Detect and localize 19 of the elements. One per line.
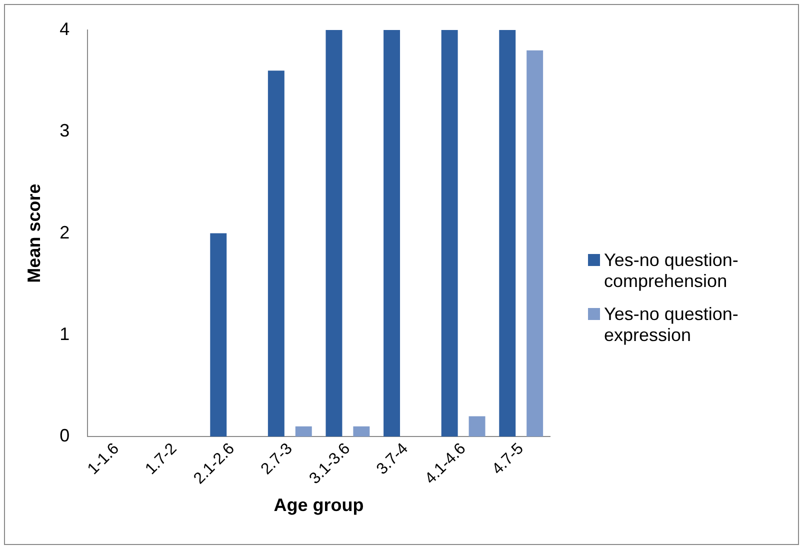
bar: [268, 70, 284, 437]
bar: [468, 416, 486, 437]
bar: [384, 30, 400, 437]
y-tick-label: 1: [60, 324, 70, 344]
bar: [526, 50, 544, 437]
bar: [441, 30, 458, 437]
bar: [499, 30, 516, 437]
y-tick-label: 0: [60, 426, 70, 446]
legend-label: Yes-no question-comprehension: [604, 250, 740, 292]
x-axis-title: Age group: [274, 495, 364, 516]
y-tick-label: 2: [60, 222, 70, 242]
bar: [295, 426, 312, 437]
y-axis-title: Mean score: [24, 184, 44, 283]
y-tick-label: 4: [60, 18, 70, 39]
legend-label: Yes-no question-expression: [604, 304, 740, 346]
y-tick-label: 3: [60, 120, 70, 141]
bar: [353, 426, 370, 437]
bar: [210, 233, 227, 437]
bar: [326, 30, 342, 437]
